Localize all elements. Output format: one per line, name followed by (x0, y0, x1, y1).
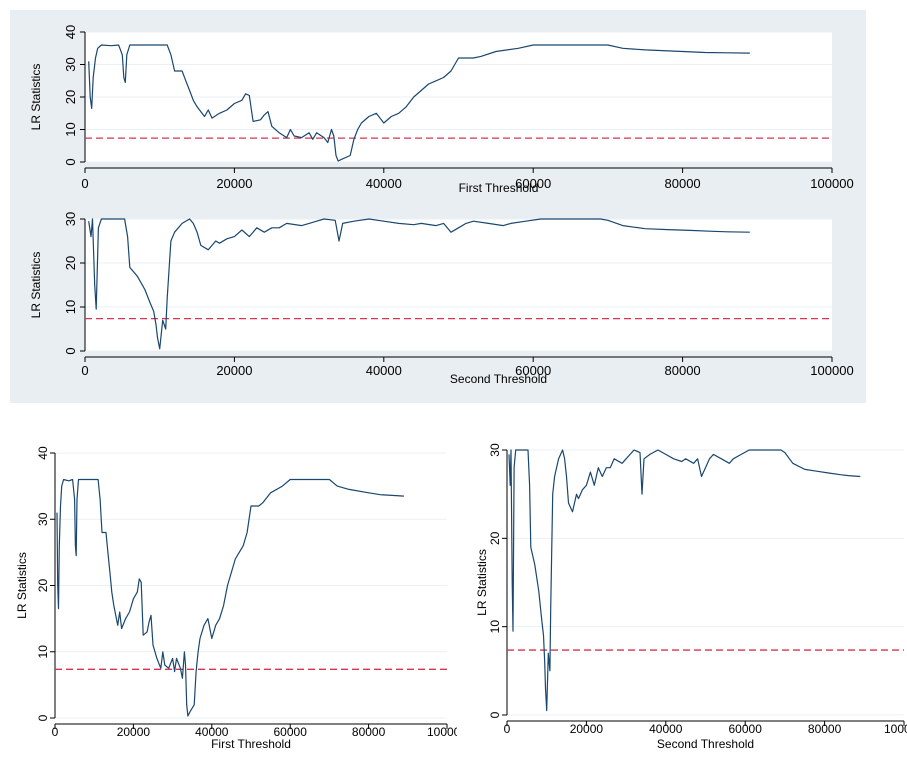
x-tick-label: 100000 (427, 725, 457, 739)
x-tick-label: 60000 (729, 722, 763, 736)
y-tick-label: 0 (488, 711, 502, 718)
x-tick-label: 100000 (884, 722, 907, 736)
x-tick-label: 40000 (195, 725, 229, 739)
series-line (508, 449, 861, 712)
series-line (88, 44, 750, 162)
x-tick-label: 20000 (216, 363, 252, 378)
x-tick-label: 0 (81, 363, 88, 378)
series-line (88, 218, 750, 350)
y-tick-label: 30 (488, 443, 502, 457)
y-tick-label: 30 (36, 512, 50, 526)
x-tick-label: 80000 (352, 725, 386, 739)
x-tick-label: 0 (52, 725, 59, 739)
y-tick-label: 10 (36, 645, 50, 659)
second-threshold-chart-bottom: 0 10 20 30 0 20000 40000 60000 80000 100000 LR Sta… (462, 435, 907, 760)
y-axis-title: LR Statistics (475, 549, 489, 616)
first-threshold-chart-top: 0 10 20 30 40 0 20000 40000 60000 80000 100000 LR S… (10, 10, 866, 205)
x-axis-title: Second Threshold (450, 372, 547, 386)
y-tick-label: 20 (488, 531, 502, 545)
plot-area (85, 219, 832, 351)
x-tick-label: 0 (81, 176, 88, 191)
y-tick-label: 0 (63, 158, 78, 165)
y-axis-title: LR Statistics (29, 252, 43, 319)
x-tick-label: 80000 (665, 176, 701, 191)
y-axis-title: LR Statistics (15, 552, 29, 619)
x-tick-label: 60000 (274, 725, 308, 739)
x-tick-label: 40000 (366, 176, 402, 191)
y-tick-label: 30 (63, 212, 78, 226)
second-threshold-chart-top: 0 10 20 30 0 20000 40000 60000 80000 100000 LR Sta… (10, 205, 866, 403)
x-tick-label: 60000 (515, 176, 551, 191)
x-tick-label: 20000 (570, 722, 604, 736)
x-axis-title: First Threshold (211, 737, 291, 751)
y-tick-label: 10 (488, 620, 502, 634)
x-tick-label: 0 (504, 722, 511, 736)
x-tick-label: 40000 (649, 722, 683, 736)
y-tick-label: 20 (36, 579, 50, 593)
y-tick-label: 20 (63, 256, 78, 270)
x-tick-label: 20000 (117, 725, 151, 739)
x-tick-label: 100000 (810, 176, 853, 191)
first-threshold-chart-bottom: 0 10 20 30 40 0 20000 40000 60000 80000 100000 LR S… (0, 438, 457, 760)
y-axis-title: LR Statistics (29, 64, 43, 131)
x-tick-label: 100000 (810, 363, 853, 378)
y-tick-label: 0 (36, 714, 50, 721)
x-axis-title: First Threshold (459, 181, 539, 195)
x-tick-label: 60000 (515, 363, 551, 378)
y-tick-label: 10 (63, 300, 78, 314)
plot-area (507, 450, 904, 715)
x-tick-label: 20000 (216, 176, 252, 191)
x-tick-label: 80000 (665, 363, 701, 378)
x-tick-label: 80000 (808, 722, 842, 736)
x-axis-title: Second Threshold (657, 737, 754, 751)
series-line (56, 478, 404, 717)
y-tick-label: 20 (63, 90, 78, 104)
y-tick-label: 10 (63, 122, 78, 136)
x-tick-label: 40000 (366, 363, 402, 378)
y-tick-label: 40 (36, 446, 50, 460)
y-tick-label: 0 (63, 347, 78, 354)
y-tick-label: 30 (63, 57, 78, 71)
y-tick-label: 40 (63, 25, 78, 39)
